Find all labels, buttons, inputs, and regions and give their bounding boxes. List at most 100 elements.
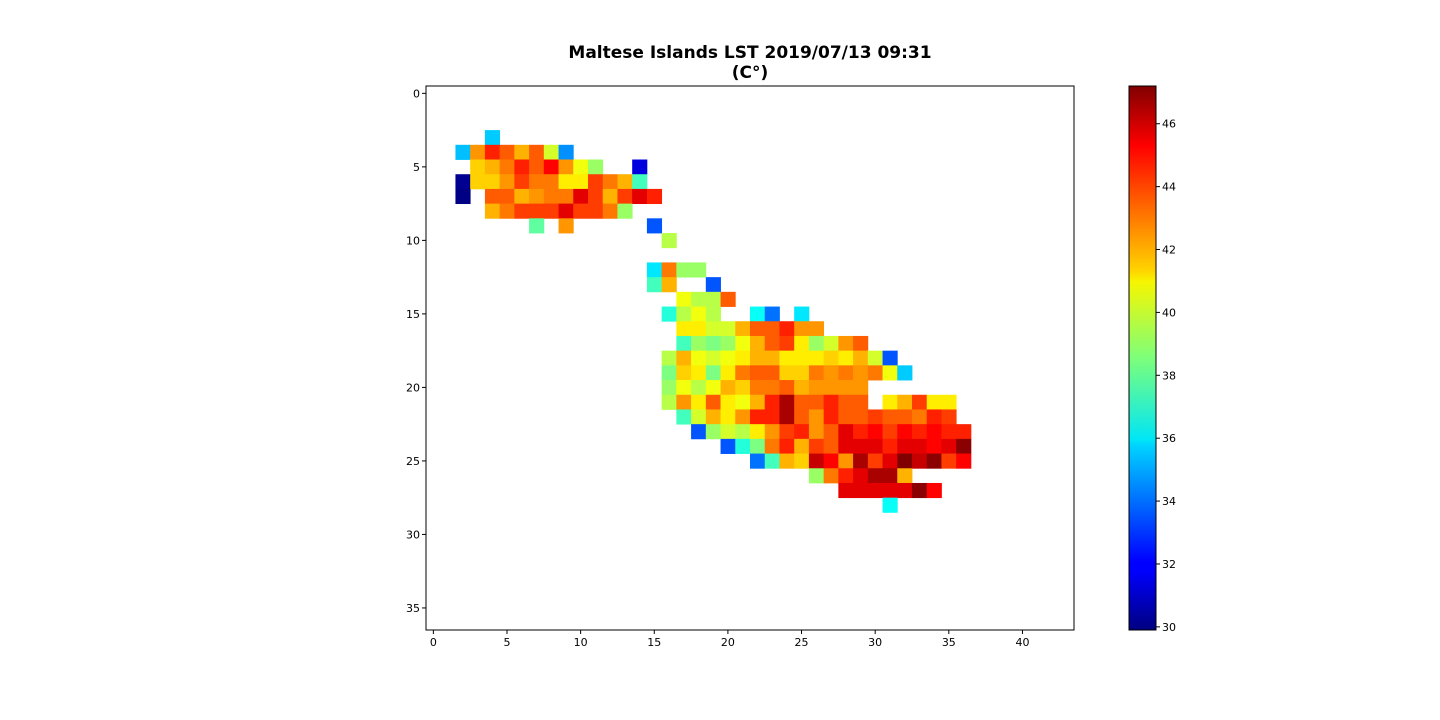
heatmap-cell	[853, 482, 869, 499]
heatmap-cell	[735, 335, 751, 352]
heatmap-cell	[573, 203, 589, 219]
heatmap-cell	[941, 453, 957, 469]
heatmap-cell	[720, 394, 736, 410]
heatmap-cell	[705, 277, 721, 293]
chart-title-units: (C°)	[731, 63, 769, 83]
heatmap-cell	[764, 380, 780, 396]
heatmap-cell	[558, 174, 574, 190]
heatmap-cell	[529, 188, 545, 205]
heatmap-cell	[558, 144, 574, 160]
heatmap-cell	[632, 188, 648, 205]
heatmap-cell	[794, 453, 810, 469]
heatmap-cell	[867, 424, 883, 440]
heatmap-cell	[882, 350, 898, 366]
heatmap-cell	[823, 365, 839, 381]
heatmap-cell	[514, 188, 530, 205]
heatmap-cell	[676, 365, 692, 381]
heatmap-cell	[588, 159, 604, 175]
heatmap-cell	[882, 453, 898, 469]
chart-title: Maltese Islands LST 2019/07/13 09:31	[568, 43, 932, 63]
colorbar-tick-label: 38	[1162, 369, 1176, 382]
heatmap-cell	[720, 350, 736, 366]
heatmap-cell	[558, 159, 574, 175]
heatmap-cell	[470, 159, 486, 175]
heatmap-cell	[794, 335, 810, 352]
heatmap-cell	[838, 394, 854, 410]
heatmap-cell	[853, 424, 869, 440]
heatmap-cell	[882, 497, 898, 513]
heatmap-cell	[735, 424, 751, 440]
heatmap-cell	[720, 380, 736, 396]
heatmap-cell	[838, 424, 854, 440]
heatmap-cell	[588, 188, 604, 205]
heatmap-cell	[720, 321, 736, 337]
heatmap-cell	[691, 321, 707, 337]
heatmap-cell	[779, 380, 795, 396]
heatmap-cell	[823, 335, 839, 352]
heatmap-cell	[691, 409, 707, 425]
heatmap-cell	[558, 218, 574, 234]
colorbar-tick-label: 36	[1162, 432, 1176, 445]
heatmap-cell	[499, 174, 515, 190]
heatmap-cell	[882, 394, 898, 410]
heatmap-cell	[794, 306, 810, 322]
heatmap-cell	[676, 291, 692, 307]
colorbar-tick-label: 44	[1162, 181, 1176, 194]
heatmap-cell	[867, 409, 883, 425]
heatmap-cell	[912, 453, 928, 469]
heatmap-cell	[470, 174, 486, 190]
heatmap-cell	[705, 409, 721, 425]
heatmap-cell	[676, 409, 692, 425]
colorbar-tick-label: 42	[1162, 244, 1176, 257]
colorbar-tick-label: 30	[1162, 621, 1176, 634]
heatmap-cell	[750, 394, 766, 410]
heatmap-cell	[853, 394, 869, 410]
heatmap-cell	[499, 144, 515, 160]
heatmap-cell	[499, 159, 515, 175]
heatmap-cell	[867, 468, 883, 484]
heatmap-cell	[926, 482, 942, 499]
heatmap-cell	[838, 365, 854, 381]
heatmap-cell	[912, 424, 928, 440]
y-tick-label: 25	[406, 455, 420, 468]
heatmap-cell	[794, 350, 810, 366]
heatmap-cell	[882, 409, 898, 425]
heatmap-cell	[455, 144, 471, 160]
heatmap-cell	[853, 335, 869, 352]
heatmap-cell	[912, 482, 928, 499]
heatmap-cell	[941, 424, 957, 440]
heatmap-cell	[912, 438, 928, 454]
heatmap-cell	[617, 188, 633, 205]
heatmap-cell	[808, 350, 825, 366]
heatmap-cell	[779, 424, 795, 440]
heatmap-cell	[691, 291, 707, 307]
heatmap-cell	[794, 321, 810, 337]
heatmap-cell	[808, 424, 825, 440]
heatmap-cell	[735, 380, 751, 396]
x-tick-label: 0	[430, 636, 437, 649]
x-tick-label: 5	[504, 636, 511, 649]
heatmap-cell	[455, 174, 471, 190]
heatmap-cell	[823, 468, 839, 484]
heatmap-cell	[705, 365, 721, 381]
heatmap-cell	[823, 380, 839, 396]
heatmap-cell	[808, 453, 825, 469]
heatmap-cell	[838, 453, 854, 469]
heatmap-cell	[705, 424, 721, 440]
heatmap-cell	[543, 144, 559, 160]
colorbar-tick-label: 34	[1162, 495, 1176, 508]
heatmap-cell	[691, 306, 707, 322]
heatmap-cell	[750, 380, 766, 396]
heatmap-cell	[794, 424, 810, 440]
heatmap-cell	[573, 174, 589, 190]
heatmap-cell	[764, 453, 780, 469]
heatmap-cell	[764, 365, 780, 381]
heatmap-cell	[750, 365, 766, 381]
heatmap-cell	[661, 380, 677, 396]
heatmap-cell	[514, 174, 530, 190]
heatmap-cell	[838, 380, 854, 396]
heatmap-cell	[676, 350, 692, 366]
heatmap-cell	[882, 438, 898, 454]
heatmap-cell	[646, 262, 663, 278]
heatmap-cell	[484, 144, 501, 160]
